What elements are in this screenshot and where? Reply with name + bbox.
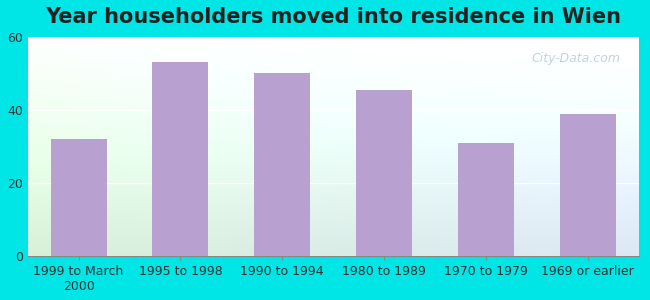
Bar [152,62,209,256]
Bar [458,143,514,256]
Text: City-Data.com: City-Data.com [532,52,620,65]
Bar [356,90,412,256]
Bar [51,139,107,256]
Bar [560,114,616,256]
Title: Year householders moved into residence in Wien: Year householders moved into residence i… [45,7,621,27]
Bar [254,74,310,256]
